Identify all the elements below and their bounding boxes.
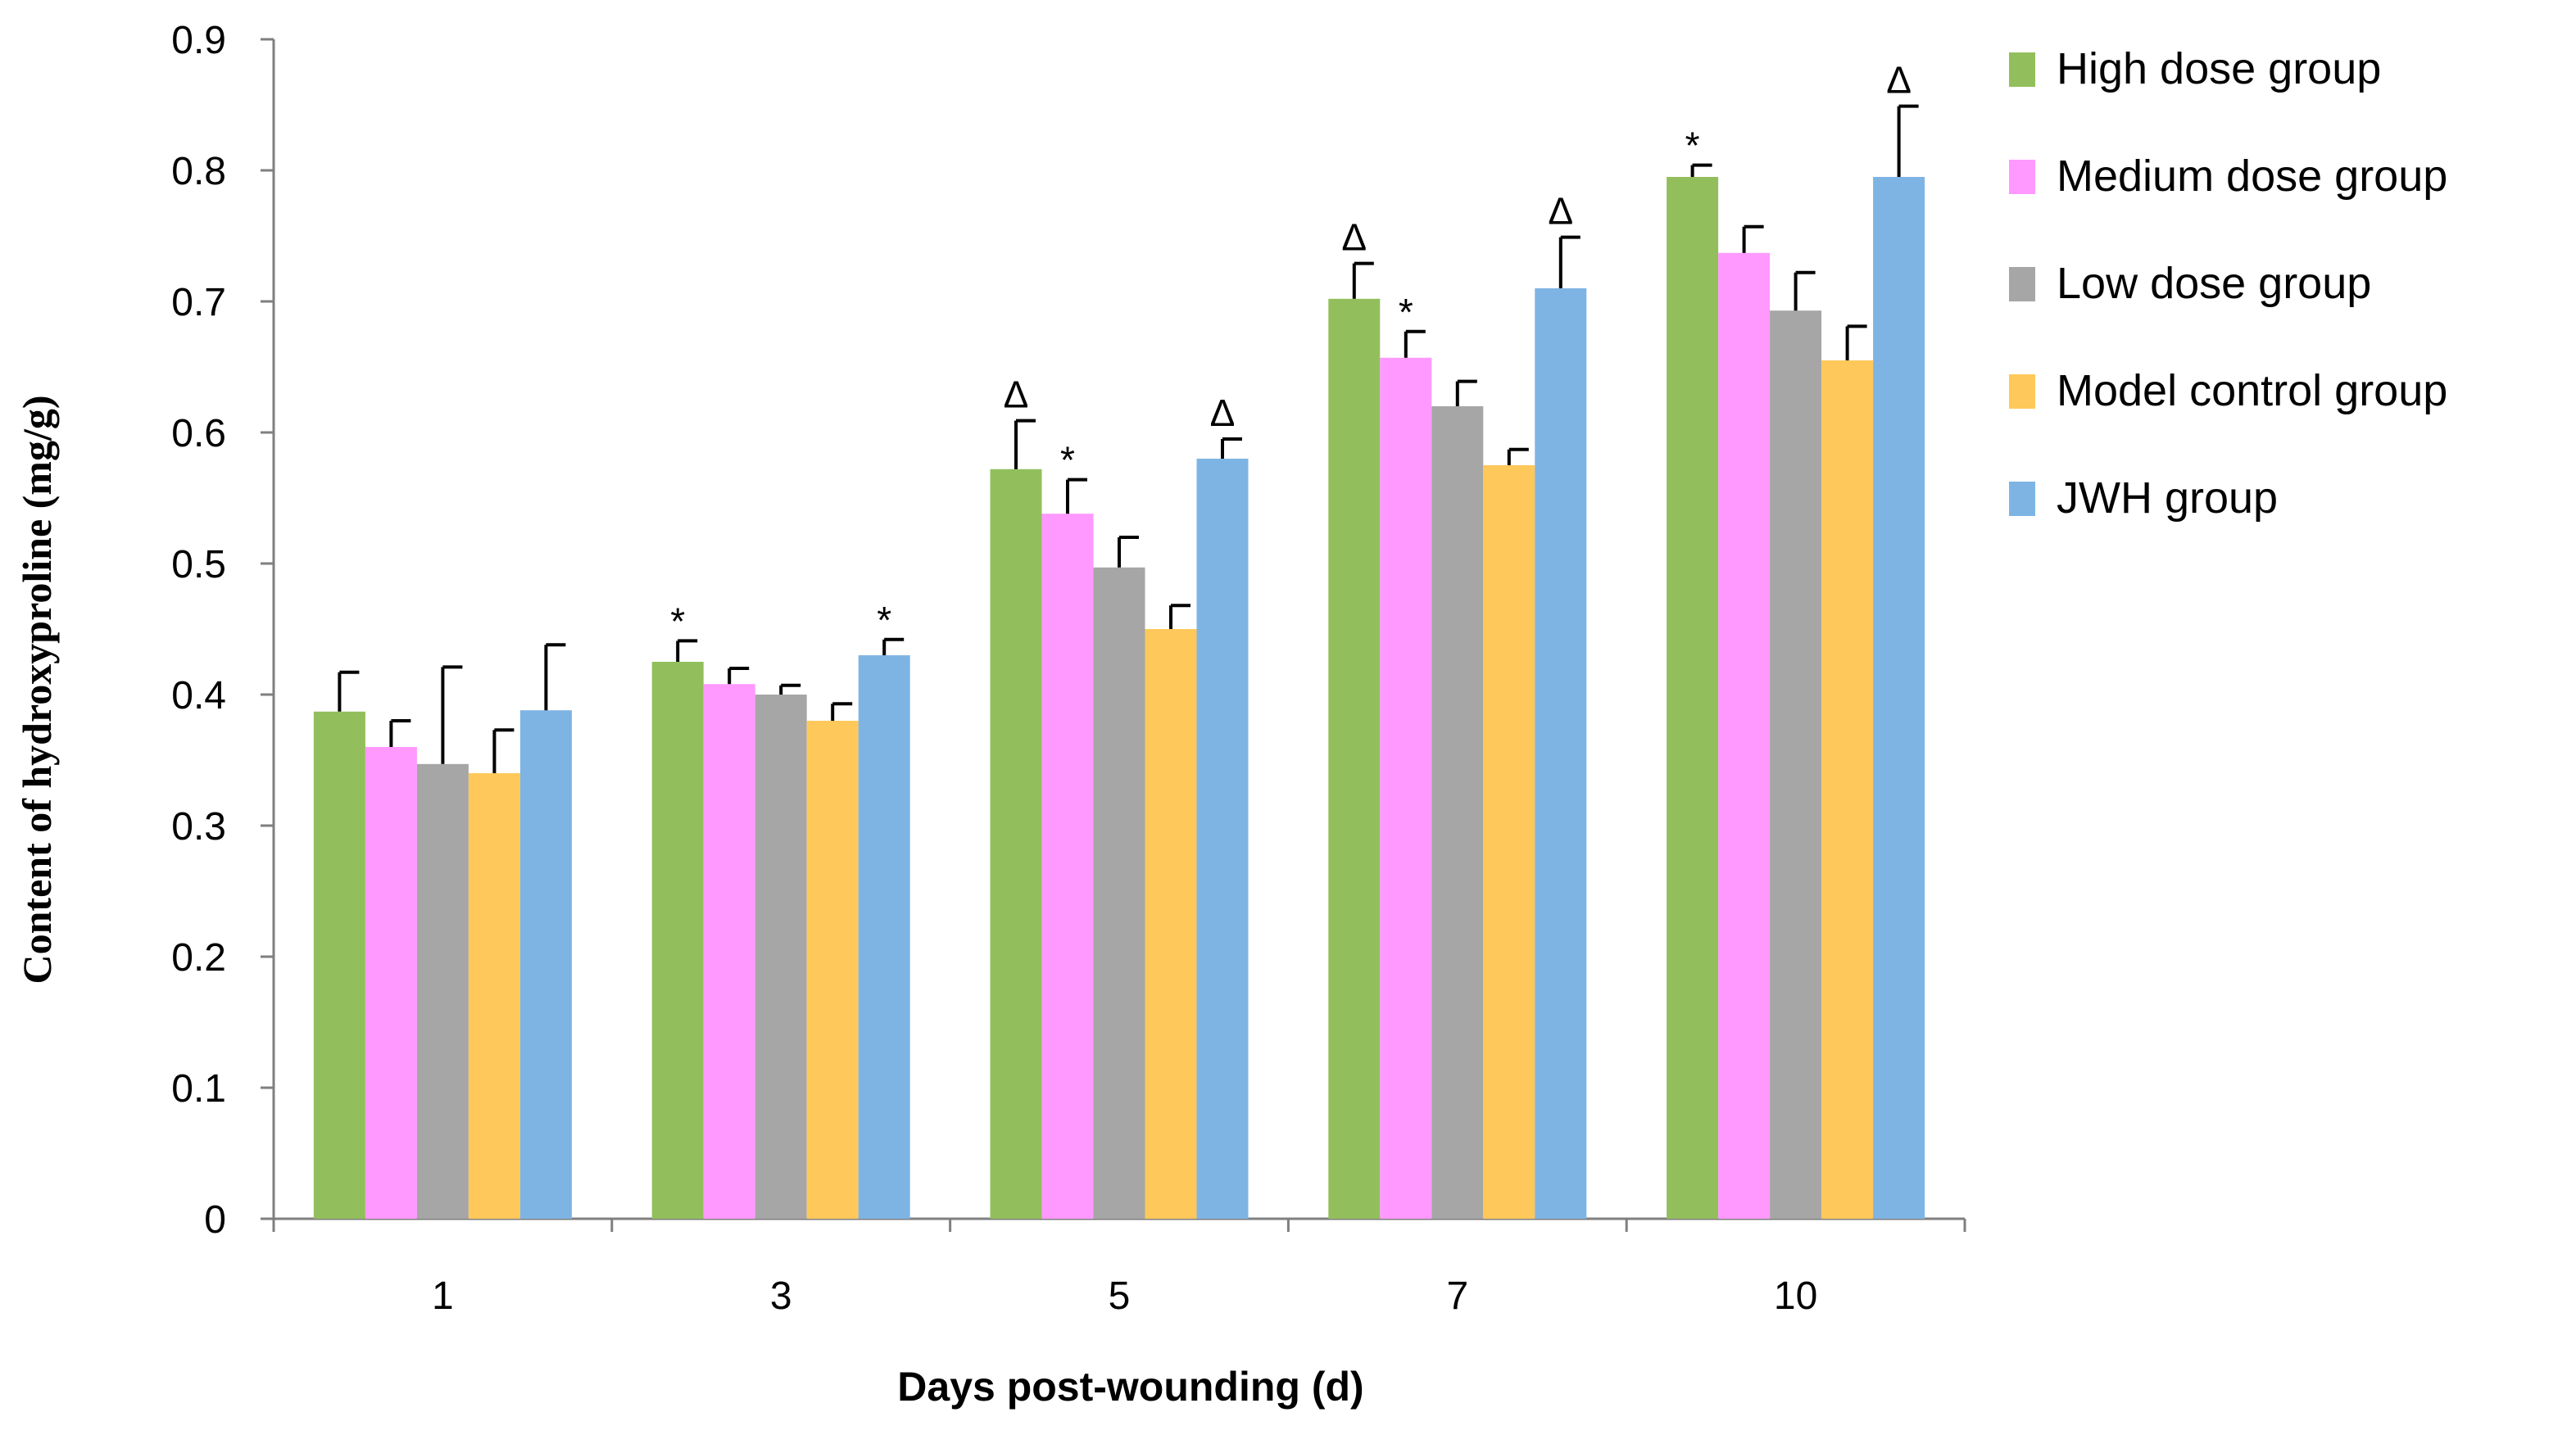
- bar: [703, 684, 755, 1219]
- bar: [416, 763, 469, 1219]
- bar: [806, 721, 859, 1219]
- significance-marker: Δ: [1004, 373, 1029, 416]
- y-tick-label: 0.7: [171, 281, 226, 324]
- bar: [990, 469, 1042, 1219]
- bar: [1196, 459, 1249, 1219]
- bar: [1431, 406, 1484, 1219]
- legend: High dose group Medium dose group Low dose…: [2009, 44, 2447, 523]
- legend-label: Medium dose group: [2057, 152, 2447, 201]
- bar: [1535, 288, 1587, 1219]
- y-tick-label: 0.6: [171, 412, 226, 455]
- y-tick-label: 0.9: [171, 19, 226, 62]
- y-tick-label: 0.4: [171, 674, 226, 718]
- legend-swatch: [2009, 52, 2035, 87]
- x-tick-label: 10: [1774, 1274, 1817, 1318]
- y-tick-label: 0.3: [171, 805, 226, 849]
- x-tick-label: 1: [432, 1274, 454, 1318]
- legend-swatch: [2009, 482, 2035, 516]
- x-tick-label: 3: [770, 1274, 792, 1318]
- bars: * Δ Δ * * * * Δ Δ Δ: [313, 59, 1925, 1220]
- bar: [1483, 465, 1535, 1219]
- y-tick-label: 0.5: [171, 543, 226, 586]
- legend-label: High dose group: [2057, 44, 2381, 93]
- significance-marker: *: [1060, 439, 1075, 482]
- y-tick-label: 0.2: [171, 936, 226, 980]
- x-tick-label: 5: [1109, 1274, 1131, 1318]
- x-tick-label: 7: [1446, 1274, 1468, 1318]
- bar: [1041, 514, 1094, 1219]
- significance-marker: *: [877, 599, 891, 641]
- y-axis-label: Content of hydroxyproline (mg/g): [14, 396, 60, 985]
- bar: [1328, 298, 1381, 1219]
- significance-marker: Δ: [1548, 190, 1573, 233]
- significance-marker: *: [1685, 124, 1700, 167]
- y-tick-label: 0.1: [171, 1067, 226, 1111]
- legend-label: Model control group: [2057, 366, 2447, 415]
- significance-marker: Δ: [1210, 392, 1236, 434]
- legend-swatch: [2009, 160, 2035, 194]
- bar: [1145, 629, 1197, 1219]
- bar: [1667, 177, 1719, 1219]
- legend-label: Low dose group: [2057, 259, 2371, 308]
- legend-swatch: [2009, 267, 2035, 301]
- bar: [519, 710, 572, 1219]
- bar: [313, 711, 365, 1219]
- significance-marker: Δ: [1886, 59, 1912, 102]
- bar: [365, 747, 417, 1219]
- bar: [468, 773, 520, 1219]
- bar: [1821, 360, 1874, 1219]
- significance-marker: Δ: [1341, 216, 1367, 259]
- bar: [1770, 310, 1822, 1220]
- bar: [755, 695, 807, 1219]
- bar: [1873, 177, 1925, 1219]
- y-tick-label: 0.8: [171, 150, 226, 193]
- y-tick-label: 0: [204, 1198, 226, 1242]
- legend-label: JWH group: [2057, 473, 2278, 523]
- bar: [1093, 567, 1145, 1219]
- legend-swatch: [2009, 374, 2035, 409]
- bar: [858, 655, 910, 1219]
- bar: [651, 662, 704, 1219]
- x-axis-label: Days post-wounding (d): [897, 1364, 1363, 1410]
- bar: [1380, 357, 1432, 1219]
- significance-marker: *: [670, 600, 685, 642]
- significance-marker: *: [1399, 291, 1413, 333]
- bar: [1718, 252, 1771, 1219]
